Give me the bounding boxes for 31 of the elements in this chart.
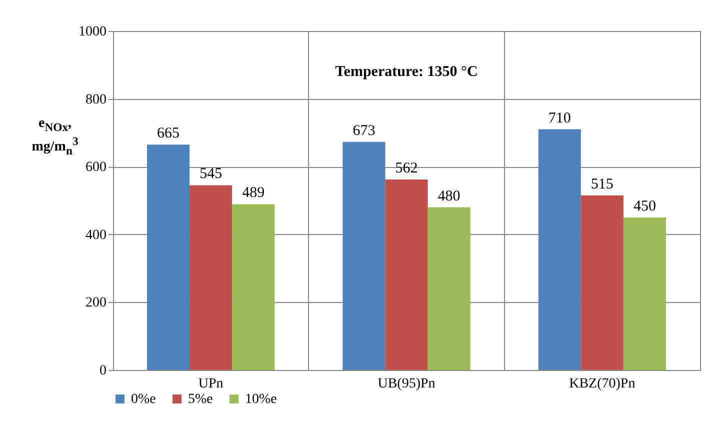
bar — [342, 142, 386, 370]
data-label: 545 — [200, 166, 222, 182]
bar — [623, 217, 666, 370]
bar — [538, 129, 581, 370]
bar — [232, 204, 275, 370]
x-tick-label: KBZ(70)Pn — [569, 376, 636, 392]
y-tick-label: 0 — [100, 364, 106, 378]
data-label: 710 — [548, 110, 571, 126]
bar — [580, 195, 624, 370]
data-label: 665 — [157, 126, 180, 142]
legend-label: 0%e — [131, 392, 156, 407]
legend-label: 10%e — [245, 392, 277, 407]
y-tick-label: 200 — [86, 296, 106, 311]
data-label: 673 — [352, 122, 376, 139]
data-label: 450 — [633, 198, 656, 214]
bar — [385, 179, 428, 370]
legend-label: 5%e — [188, 392, 213, 407]
data-label: 515 — [590, 176, 614, 192]
x-tick-label: UPn — [198, 376, 224, 392]
y-tick-label: 1000 — [78, 24, 106, 40]
bar — [147, 144, 190, 370]
x-tick-label: UB(95)Pn — [378, 376, 436, 392]
y-tick-label: 400 — [86, 228, 106, 243]
data-label: 562 — [395, 160, 418, 176]
annotation: Temperature: 1350 °C — [335, 64, 478, 80]
y-tick-label: 600 — [86, 160, 106, 176]
data-label: 489 — [242, 185, 265, 202]
bar — [190, 185, 232, 370]
bar — [428, 207, 470, 370]
y-tick-label: 800 — [86, 92, 106, 108]
data-label: 480 — [438, 188, 460, 204]
